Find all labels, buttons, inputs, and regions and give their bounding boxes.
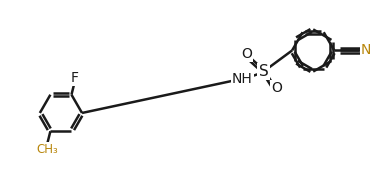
Text: S: S bbox=[259, 64, 268, 79]
Text: O: O bbox=[271, 81, 282, 95]
Text: N: N bbox=[361, 43, 371, 57]
Text: NH: NH bbox=[232, 72, 253, 86]
Text: F: F bbox=[70, 71, 79, 85]
Text: O: O bbox=[242, 47, 252, 61]
Text: CH₃: CH₃ bbox=[36, 143, 58, 156]
